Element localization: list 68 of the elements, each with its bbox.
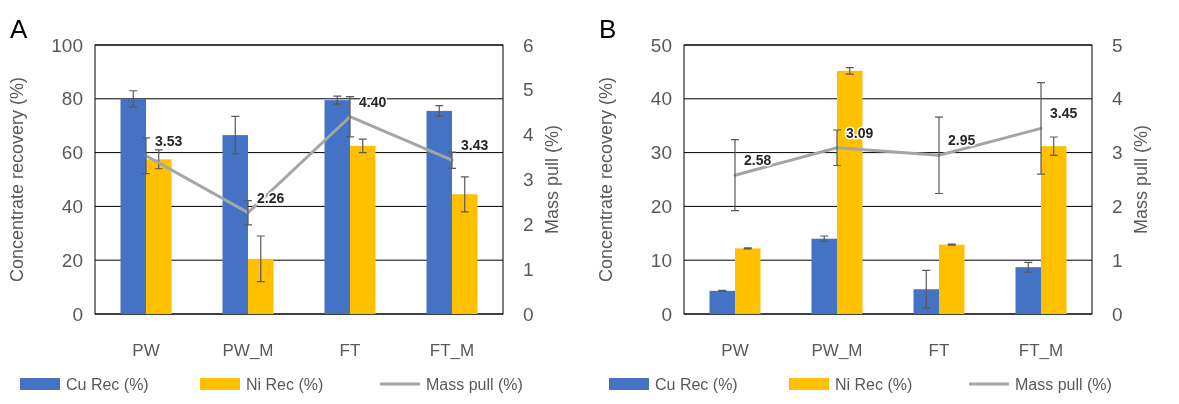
y-tick-label: 40 (650, 88, 672, 110)
bar (913, 289, 939, 314)
y-tick-label: 0 (72, 303, 83, 325)
data-label: 2.26 (257, 189, 285, 206)
chart-title: A (10, 14, 28, 44)
x-tick-label: PW (721, 341, 749, 360)
legend-label: Ni Rec (%) (246, 375, 324, 393)
y-tick-label: 50 (650, 34, 672, 56)
legend-label: Mass pull (%) (1015, 375, 1112, 393)
y-tick-label: 30 (650, 142, 672, 164)
y-tick-label: 10 (650, 249, 672, 271)
bar (222, 135, 248, 314)
y2-tick-label: 0 (1112, 303, 1123, 325)
y2-tick-label: 3 (1112, 142, 1123, 164)
y-tick-label: 60 (61, 142, 83, 164)
bar (939, 244, 965, 314)
y2-tick-label: 4 (523, 124, 534, 146)
x-tick-label: PW_M (222, 341, 274, 360)
bar (146, 159, 172, 314)
y2-tick-label: 1 (1112, 249, 1123, 271)
legend-label: Mass pull (%) (426, 375, 523, 393)
chart-title: B (599, 14, 617, 44)
y2-tick-label: 3 (523, 169, 534, 191)
bar (452, 194, 478, 314)
x-tick-label: FT (339, 341, 361, 360)
y-axis-title: Concentrate recovery (%) (7, 76, 27, 283)
y-tick-label: 20 (61, 249, 83, 271)
y-axis-title: Concentrate recovery (%) (596, 76, 616, 283)
y-tick-label: 20 (650, 196, 672, 218)
bar (350, 145, 376, 314)
x-tick-label: PW (132, 341, 160, 360)
y-tick-label: 40 (61, 196, 83, 218)
data-label: 3.43 (461, 137, 489, 154)
y2-tick-label: 2 (1112, 196, 1123, 218)
x-tick-label: PW_M (811, 341, 863, 360)
y2-tick-label: 1 (523, 258, 534, 280)
y-tick-label: 100 (51, 34, 83, 56)
y2-axis-title: Mass pull (%) (1131, 124, 1151, 235)
x-tick-label: FT_M (429, 341, 475, 360)
data-label: 3.53 (155, 132, 183, 149)
x-tick-label: FT_M (1018, 341, 1064, 360)
y2-tick-label: 0 (523, 303, 534, 325)
y2-axis-title: Mass pull (%) (542, 124, 562, 235)
y2-tick-label: 6 (523, 34, 534, 56)
bar (1041, 146, 1067, 314)
data-label: 2.95 (948, 132, 976, 149)
y-tick-label: 80 (61, 88, 83, 110)
bar (248, 258, 274, 314)
data-label: 2.58 (744, 152, 772, 169)
legend-label: Ni Rec (%) (835, 375, 913, 393)
bar (426, 110, 452, 314)
legend-label: Cu Rec (%) (655, 375, 738, 393)
line-series (733, 126, 1043, 177)
y2-tick-label: 5 (523, 79, 534, 101)
bar (709, 290, 735, 314)
bar (811, 238, 837, 314)
y2-tick-label: 4 (1112, 88, 1123, 110)
y2-tick-label: 2 (523, 213, 534, 235)
line-series (144, 115, 454, 215)
bar (1015, 267, 1041, 314)
y2-tick-label: 5 (1112, 34, 1123, 56)
bar (120, 98, 146, 314)
bar (324, 100, 350, 314)
data-label: 3.45 (1050, 105, 1078, 122)
y-tick-label: 0 (661, 303, 672, 325)
bar (735, 248, 761, 314)
legend-label: Cu Rec (%) (66, 375, 149, 393)
x-tick-label: FT (928, 341, 950, 360)
